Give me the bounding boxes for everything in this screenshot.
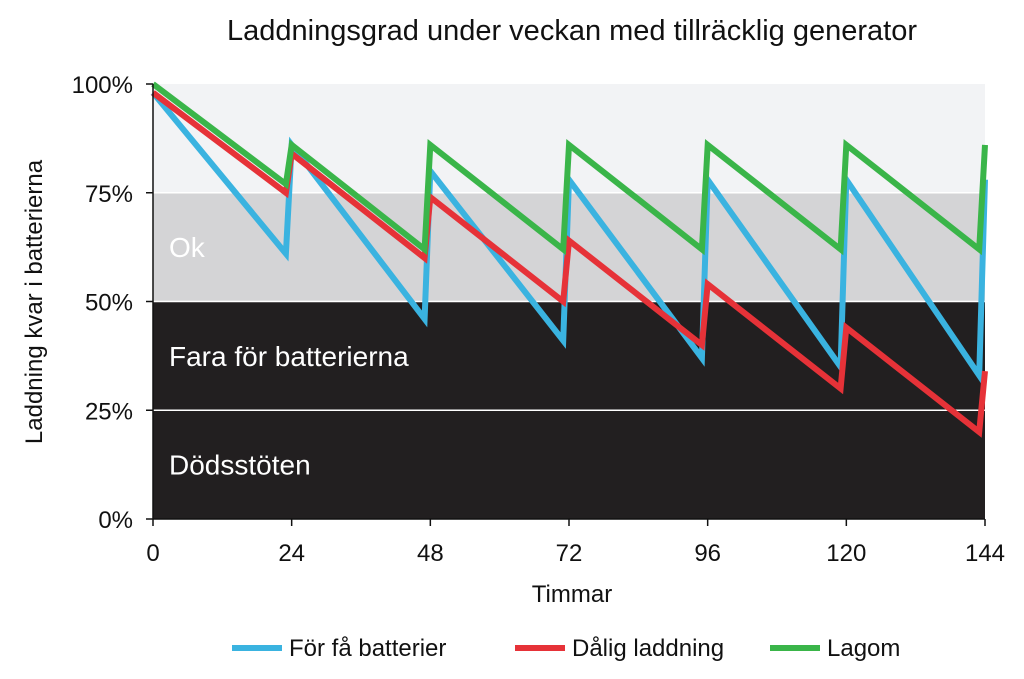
y-tick-label: 0% <box>98 507 133 534</box>
x-tick-label: 72 <box>556 540 583 567</box>
y-tick-label: 50% <box>85 290 133 317</box>
x-axis-label: Timmar <box>532 581 612 608</box>
series-line-2 <box>151 81 988 256</box>
legend-label-2: Lagom <box>827 635 900 662</box>
x-tick-label: 0 <box>146 540 159 567</box>
legend-label-0: För få batterier <box>289 635 446 662</box>
zone-band-3 <box>153 410 985 519</box>
legend: För få batterier Dålig laddning Lagom <box>232 635 900 662</box>
zone-label-3: Dödsstöten <box>169 450 311 481</box>
zone-label-2: Fara för batterierna <box>169 341 409 372</box>
y-axis-label: Laddning kvar i batterierna <box>21 159 48 444</box>
chart-title: Laddningsgrad under veckan med tillräckl… <box>227 15 917 47</box>
y-tick-label: 100% <box>72 72 133 99</box>
x-tick-label: 48 <box>417 540 444 567</box>
legend-label-1: Dålig laddning <box>572 635 724 662</box>
x-tick-label: 24 <box>278 540 305 567</box>
zone-label-1: Ok <box>169 232 206 263</box>
y-tick-label: 75% <box>85 181 133 208</box>
y-tick-label: 25% <box>85 398 133 425</box>
x-tick-label: 96 <box>694 540 721 567</box>
series-lines <box>150 81 988 438</box>
axes: 0 24 48 72 96 120 144 0% 25% 50% 75% 100% <box>72 72 1005 567</box>
x-tick-label: 144 <box>965 540 1005 567</box>
x-tick-label: 120 <box>826 540 866 567</box>
zone-labels: Ok Fara för batterierna Dödsstöten <box>169 232 409 481</box>
